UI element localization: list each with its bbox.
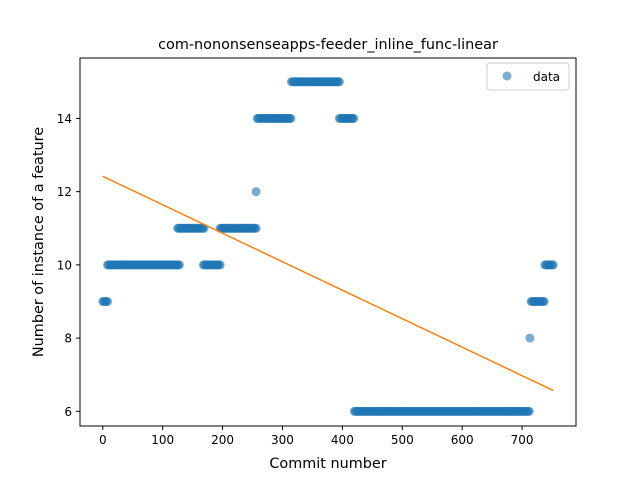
chart-title: com-nononsenseapps-feeder_inline_func-li… xyxy=(158,37,498,53)
x-tick-label: 300 xyxy=(271,433,294,447)
y-tick-label: 14 xyxy=(57,112,72,126)
data-point xyxy=(539,297,549,307)
x-tick-label: 600 xyxy=(451,433,474,447)
data-point xyxy=(215,260,225,270)
x-tick-label: 200 xyxy=(211,433,234,447)
x-tick-label: 100 xyxy=(151,433,174,447)
data-point xyxy=(334,77,344,87)
data-point xyxy=(174,260,184,270)
data-point xyxy=(251,187,261,197)
fit-line xyxy=(102,175,554,392)
x-tick-label: 400 xyxy=(331,433,354,447)
y-tick-label: 12 xyxy=(57,185,72,199)
legend-box xyxy=(486,62,570,91)
x-axis-label: Commit number xyxy=(269,456,386,472)
data-point xyxy=(251,223,261,233)
data-point xyxy=(525,333,535,343)
axes-frame xyxy=(79,57,577,427)
plot-area xyxy=(98,77,558,416)
data-point xyxy=(548,260,558,270)
data-points xyxy=(98,77,558,416)
x-tick-label: 700 xyxy=(511,433,534,447)
legend: data xyxy=(486,62,570,91)
data-point xyxy=(349,113,359,123)
data-point xyxy=(286,113,296,123)
data-point xyxy=(103,297,113,307)
y-tick-label: 8 xyxy=(64,332,72,346)
axes: 0 100 200 300 400 500 600 700 6 8 10 12 14 xyxy=(57,57,577,447)
y-axis-label: Number of instance of a feature xyxy=(31,127,47,357)
data-point xyxy=(524,406,534,416)
y-tick-label: 10 xyxy=(57,258,72,272)
y-tick-label: 6 xyxy=(64,405,72,419)
x-tick-label: 0 xyxy=(99,433,107,447)
legend-marker-data xyxy=(502,71,512,81)
legend-label-data: data xyxy=(533,70,560,84)
x-tick-label: 500 xyxy=(391,433,414,447)
